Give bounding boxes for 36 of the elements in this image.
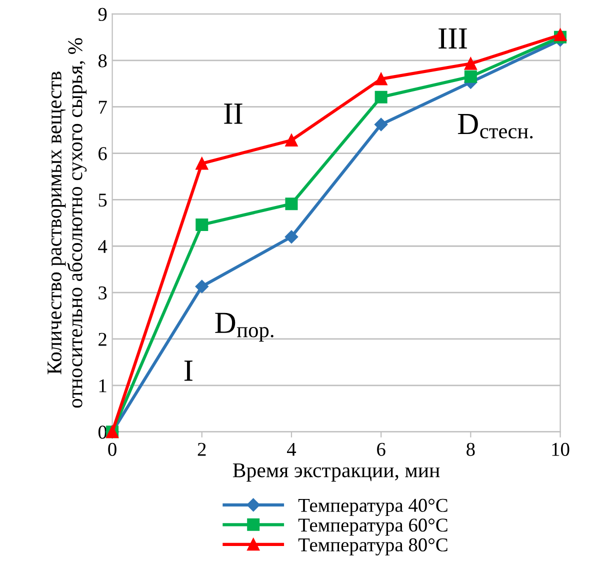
x-tick-label: 4 <box>287 442 296 456</box>
annotation: III <box>438 28 467 48</box>
x-tick-label: 0 <box>108 442 116 456</box>
point <box>284 230 298 244</box>
y-tick-label: 1 <box>99 379 106 392</box>
y-axis-title: Количество растворимых веществ относительно абсолютно сухого сырья, % <box>48 38 87 408</box>
x-tick-label: 6 <box>377 442 386 456</box>
x-tick-label: 8 <box>466 442 475 456</box>
annotation: D$_{стесн.}$ <box>458 114 533 138</box>
x-axis-title: Время экстракции, мин <box>232 463 440 482</box>
legend-label: Температура 80°C <box>298 538 448 556</box>
point <box>464 57 477 70</box>
point <box>285 198 298 210</box>
y-tick-label: 9 <box>98 8 107 21</box>
legend-label: Температура 40°C <box>298 498 448 516</box>
x-tick-label: 10 <box>552 442 570 456</box>
point <box>374 118 388 132</box>
point <box>464 70 477 83</box>
point <box>374 72 388 86</box>
point <box>196 157 208 170</box>
y-tick-label: 7 <box>98 100 107 114</box>
point <box>195 280 208 294</box>
y-tick-label: 6 <box>98 147 107 160</box>
y-tick-label: 4 <box>98 240 108 253</box>
annotation: D$_{пор.}$ <box>215 312 274 342</box>
point <box>196 218 208 232</box>
y-tick-label: 2 <box>98 332 106 346</box>
x-tick-label: 2 <box>198 442 206 456</box>
annotation: I <box>184 360 192 381</box>
y-tick-label: 5 <box>98 194 107 207</box>
legend-label: Температура 60°C <box>298 518 448 536</box>
annotation: II <box>224 104 242 124</box>
y-tick-label: 3 <box>98 286 107 300</box>
point <box>374 90 388 104</box>
y-tick-label: 8 <box>98 54 107 68</box>
point <box>285 134 298 147</box>
